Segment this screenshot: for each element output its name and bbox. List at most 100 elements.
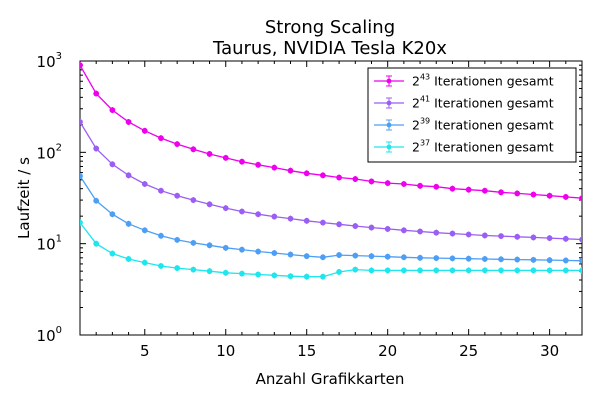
data-point <box>206 151 213 157</box>
data-point <box>384 180 391 187</box>
y-tick-label: 101 <box>37 234 62 254</box>
data-point <box>433 183 440 190</box>
y-tick-label: 102 <box>37 142 62 162</box>
data-point <box>417 182 423 189</box>
data-point <box>125 119 132 125</box>
data-point <box>514 233 521 240</box>
data-point <box>287 215 294 222</box>
y-tick-label: 100 <box>37 325 62 345</box>
data-point <box>206 201 213 208</box>
data-point <box>514 256 521 263</box>
data-point <box>465 231 472 238</box>
data-point <box>562 267 569 274</box>
data-point <box>190 146 197 153</box>
data-point <box>368 267 375 274</box>
data-point <box>546 192 553 199</box>
data-point <box>239 158 245 165</box>
data-point <box>417 267 423 274</box>
data-point <box>190 266 197 273</box>
data-point <box>141 181 148 187</box>
data-point <box>109 250 116 257</box>
data-point <box>271 213 278 220</box>
data-point <box>336 252 342 258</box>
data-point <box>174 141 181 148</box>
data-point <box>384 253 391 260</box>
data-point <box>190 239 197 246</box>
data-point <box>465 267 472 274</box>
data-point <box>465 255 472 262</box>
data-point <box>530 256 537 263</box>
legend-swatch-marker <box>386 122 392 128</box>
data-point <box>255 248 262 255</box>
data-point <box>368 253 375 260</box>
data-point <box>158 187 164 194</box>
legend-swatch-marker <box>386 144 392 150</box>
data-point <box>449 230 456 237</box>
data-point <box>433 255 440 261</box>
data-point <box>400 267 407 274</box>
legend-label: 243 Iterationen gesamt <box>412 73 554 89</box>
data-point <box>109 161 116 168</box>
x-tick-label: 25 <box>459 342 478 360</box>
data-point <box>80 219 83 226</box>
x-tick-label: 10 <box>216 342 235 360</box>
data-point <box>352 176 359 182</box>
data-point <box>320 172 326 179</box>
data-point <box>93 145 100 152</box>
data-point <box>206 268 213 275</box>
data-point <box>546 267 553 274</box>
data-point <box>239 246 245 253</box>
data-point <box>287 273 294 280</box>
data-point <box>546 257 553 264</box>
data-point <box>109 211 116 218</box>
data-point <box>239 208 245 215</box>
series-37 <box>80 219 582 280</box>
data-point <box>303 170 310 177</box>
x-axis-label: Anzahl Grafikkarten <box>256 370 405 388</box>
series-line <box>80 222 582 278</box>
data-point <box>158 232 164 239</box>
data-point <box>579 267 582 274</box>
x-tick-label: 30 <box>540 342 559 360</box>
data-point <box>579 236 582 243</box>
x-tick-label: 5 <box>140 342 150 360</box>
data-point <box>93 197 100 204</box>
data-point <box>368 178 375 185</box>
data-point <box>465 186 472 193</box>
data-point <box>514 190 521 197</box>
data-point <box>514 267 521 274</box>
plot-area: 5 10 15 20 25 30 100 101 102 103 243 Iterationen g… <box>37 51 583 360</box>
legend-box <box>367 67 577 163</box>
data-point <box>417 228 423 235</box>
data-point <box>336 221 342 228</box>
data-point <box>222 205 229 212</box>
data-point <box>206 242 213 249</box>
data-point <box>368 224 375 231</box>
data-point <box>433 267 440 274</box>
data-point <box>336 269 342 275</box>
data-point <box>255 161 262 168</box>
data-point <box>320 254 326 261</box>
data-point <box>562 257 569 264</box>
data-point <box>352 266 359 273</box>
data-point <box>481 256 488 262</box>
data-point <box>80 173 83 179</box>
chart-title-line-1: Strong Scaling <box>265 17 395 38</box>
data-point <box>449 255 456 262</box>
data-point <box>352 223 359 229</box>
data-point <box>303 217 310 224</box>
data-point <box>80 62 83 69</box>
legend-label: 237 Iterationen gesamt <box>412 139 554 155</box>
data-point <box>303 253 310 260</box>
data-point <box>222 244 229 251</box>
x-tick-label: 15 <box>297 342 316 360</box>
data-point <box>174 265 181 272</box>
legend-label: 241 Iterationen gesamt <box>412 95 554 111</box>
data-point <box>562 235 569 242</box>
data-point <box>498 233 504 240</box>
data-point <box>498 256 504 263</box>
data-point <box>158 135 164 142</box>
data-point <box>141 259 148 266</box>
data-point <box>530 267 537 274</box>
